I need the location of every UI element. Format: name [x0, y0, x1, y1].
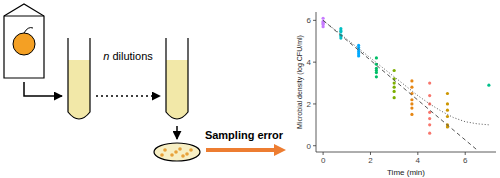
data-point: [339, 37, 342, 40]
x-tick-label: 6: [463, 156, 468, 165]
x-tick: [370, 152, 371, 155]
data-point: [393, 86, 396, 89]
y-tick-label: 6: [307, 16, 312, 25]
y-tick-label: 2: [307, 100, 312, 109]
data-point: [410, 107, 413, 110]
colony: [185, 152, 189, 156]
fit-line: [323, 20, 489, 124]
data-point: [322, 25, 325, 28]
colony: [178, 147, 182, 151]
x-tick: [417, 152, 418, 155]
tube-liquid: [68, 60, 90, 119]
data-point: [375, 75, 378, 78]
fruit-leaf: [24, 28, 33, 33]
dotted-arrow: [96, 95, 160, 97]
data-point: [393, 81, 396, 84]
plot-area: [322, 17, 491, 150]
x-axis: [316, 152, 496, 153]
data-point: [428, 117, 431, 120]
test-tube: [166, 38, 188, 119]
fruit-icon: [13, 33, 35, 55]
y-tick-label: 0: [307, 142, 312, 151]
data-point: [446, 102, 449, 105]
orange-arrow: [206, 148, 280, 152]
y-tick: [313, 145, 316, 146]
data-point: [410, 98, 413, 101]
x-axis-title: Time (min): [387, 168, 425, 177]
colony: [170, 153, 174, 157]
y-axis: [316, 12, 317, 152]
data-point: [410, 79, 413, 82]
colony: [189, 148, 193, 152]
fit-line: [323, 20, 477, 150]
tube-liquid: [166, 60, 188, 119]
data-point: [375, 56, 378, 59]
data-point: [410, 102, 413, 105]
juice-carton: [4, 4, 44, 78]
data-point: [393, 96, 396, 99]
y-tick: [313, 20, 316, 21]
data-point: [357, 54, 360, 57]
petri-dish: [154, 143, 200, 161]
data-point: [428, 81, 431, 84]
data-point: [446, 92, 449, 95]
data-point: [322, 17, 325, 20]
y-tick: [313, 103, 316, 104]
data-point: [446, 109, 449, 112]
colony: [181, 154, 185, 158]
y-axis-title: Microbial density (log CFU/ml): [296, 35, 304, 129]
data-point: [410, 113, 413, 116]
data-point: [339, 29, 342, 32]
colony: [174, 150, 178, 154]
data-point: [428, 94, 431, 97]
data-point: [487, 84, 490, 87]
y-tick: [313, 62, 316, 63]
data-point: [375, 71, 378, 74]
x-tick-label: 4: [416, 156, 421, 165]
data-point: [393, 90, 396, 93]
data-point: [393, 69, 396, 72]
carton-fold: [4, 16, 44, 17]
colony: [163, 148, 167, 152]
data-point: [428, 132, 431, 135]
x-tick-label: 2: [368, 156, 373, 165]
colony: [160, 153, 164, 157]
x-tick: [323, 152, 324, 155]
y-tick-label: 4: [307, 58, 312, 67]
x-tick: [465, 152, 466, 155]
dilution-label-part: dilutions: [109, 50, 153, 62]
data-point: [410, 86, 413, 89]
data-point: [446, 115, 449, 118]
arrow-label: Sampling error: [205, 129, 284, 141]
arrow: [176, 126, 178, 139]
arrow: [24, 82, 62, 96]
test-tube: [68, 38, 90, 119]
dilution-label: n dilutions: [103, 50, 153, 62]
x-tick-label: 0: [321, 156, 326, 165]
data-point: [428, 123, 431, 126]
